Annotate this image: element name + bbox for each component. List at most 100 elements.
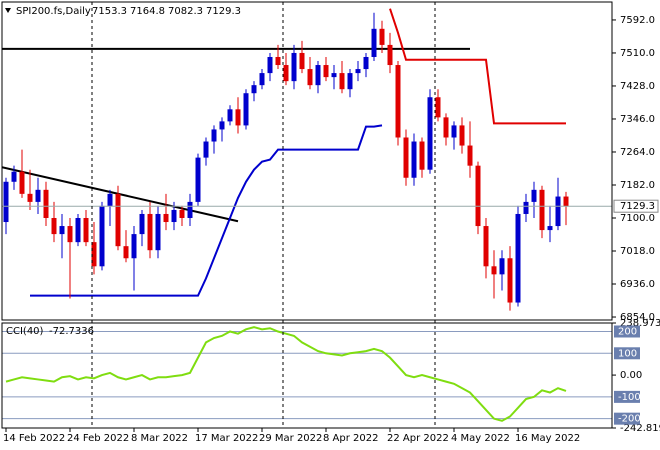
candle-body (443, 117, 449, 138)
candle-body (539, 189, 545, 231)
candle-body (163, 213, 169, 223)
y-tick-label: 7100.0 (620, 213, 655, 224)
candle-body (331, 73, 337, 78)
candle-body (483, 226, 489, 267)
candle-body (499, 258, 505, 275)
y-tick-label: 7182.0 (620, 180, 655, 191)
x-tick-label: 8 Mar 2022 (131, 433, 188, 444)
candle-body (515, 213, 521, 303)
candle-body (299, 52, 305, 70)
chart-title: SPI200.fs,Daily (16, 6, 91, 17)
candle-body (555, 196, 561, 227)
x-tick-label: 22 Apr 2022 (387, 433, 449, 444)
x-tick-label: 4 May 2022 (451, 433, 510, 444)
candle-body (139, 213, 145, 235)
x-tick-label: 17 Mar 2022 (195, 433, 258, 444)
y-tick-label: 7018.0 (620, 246, 655, 257)
y-tick-label: 6854.0 (620, 312, 655, 323)
candle-body (19, 171, 25, 194)
level-label: 100 (618, 348, 637, 359)
x-tick-label: 8 Apr 2022 (323, 433, 378, 444)
candle-body (243, 93, 249, 126)
x-tick-label: 14 Feb 2022 (3, 433, 65, 444)
cci-title: CCI(40) (6, 326, 44, 337)
x-tick-label: 24 Feb 2022 (67, 433, 129, 444)
period-separators (91, 2, 436, 428)
candle-body (451, 125, 457, 138)
cci-frame (1, 322, 613, 429)
candle-body (267, 56, 273, 74)
level-label: -200 (618, 414, 641, 425)
candle-body (123, 246, 129, 259)
candle-body (355, 69, 361, 74)
candle-body (459, 125, 465, 146)
candle-body (179, 209, 185, 218)
candle-body (227, 109, 233, 122)
candle-body (291, 52, 297, 82)
candle-body (51, 217, 57, 235)
candle-body (83, 217, 89, 243)
candle-body (131, 234, 137, 259)
menu-icon (5, 8, 11, 13)
candle-body (75, 217, 81, 243)
level-box (614, 325, 640, 338)
axes: 7592.0 7510.0 7428.0 7346.0 7264.0 7182.0 7100… (3, 15, 660, 444)
candle-body (531, 189, 537, 202)
candle-body (235, 109, 241, 126)
candle-body (315, 65, 321, 86)
candle-body (427, 97, 433, 170)
candle-body (339, 73, 345, 90)
candle-body (363, 56, 369, 70)
candle-body (259, 73, 265, 86)
candle-body (99, 205, 105, 267)
y-tick-label: 7346.0 (620, 114, 655, 125)
y-tick-label: 7510.0 (620, 48, 655, 59)
candle-body (523, 201, 529, 214)
candle-body (203, 141, 209, 158)
y-tick-label: 6936.0 (620, 279, 655, 290)
candle-body (171, 209, 177, 223)
cci-plot (2, 326, 612, 422)
header-high: 7164.8 (130, 6, 165, 17)
indicator-line (389, 8, 566, 125)
candle-body (419, 141, 425, 170)
candle-body (547, 226, 553, 231)
candle-body (195, 157, 201, 202)
y-tick-label: 238.9731 (620, 318, 660, 329)
candle-body (187, 201, 193, 218)
candle-body (59, 226, 65, 235)
candle-body (435, 97, 441, 118)
candle-body (307, 69, 313, 86)
candle-body (11, 171, 17, 182)
candle-body (323, 65, 329, 78)
candle-body (91, 242, 97, 267)
candle-body (283, 65, 289, 82)
candle-body (107, 193, 113, 206)
candle-body (475, 165, 481, 227)
candle-body (67, 226, 73, 243)
candle-body (211, 129, 217, 142)
header-open: 7153.3 (92, 6, 127, 17)
candle-body (347, 73, 353, 90)
x-tick-label: 29 Mar 2022 (259, 433, 322, 444)
y-tick-label: 7264.0 (620, 147, 655, 158)
candle-body (387, 44, 393, 66)
candle-body (563, 196, 569, 207)
y-tick-label: -242.819 (620, 423, 660, 434)
candle-body (27, 193, 33, 202)
level-box (614, 390, 640, 403)
candle-body (43, 189, 49, 218)
y-tick-label: 7428.0 (620, 81, 655, 92)
level-box (614, 347, 640, 360)
y-tick-label: 0.00 (620, 370, 642, 381)
price-frame (1, 1, 613, 321)
candle-body (275, 56, 281, 66)
candle-body (3, 181, 9, 223)
level-label: -100 (618, 392, 641, 403)
candle-body (379, 28, 385, 45)
candle-body (251, 85, 257, 94)
candle-body (491, 266, 497, 275)
header-low: 7082.3 (168, 6, 203, 17)
